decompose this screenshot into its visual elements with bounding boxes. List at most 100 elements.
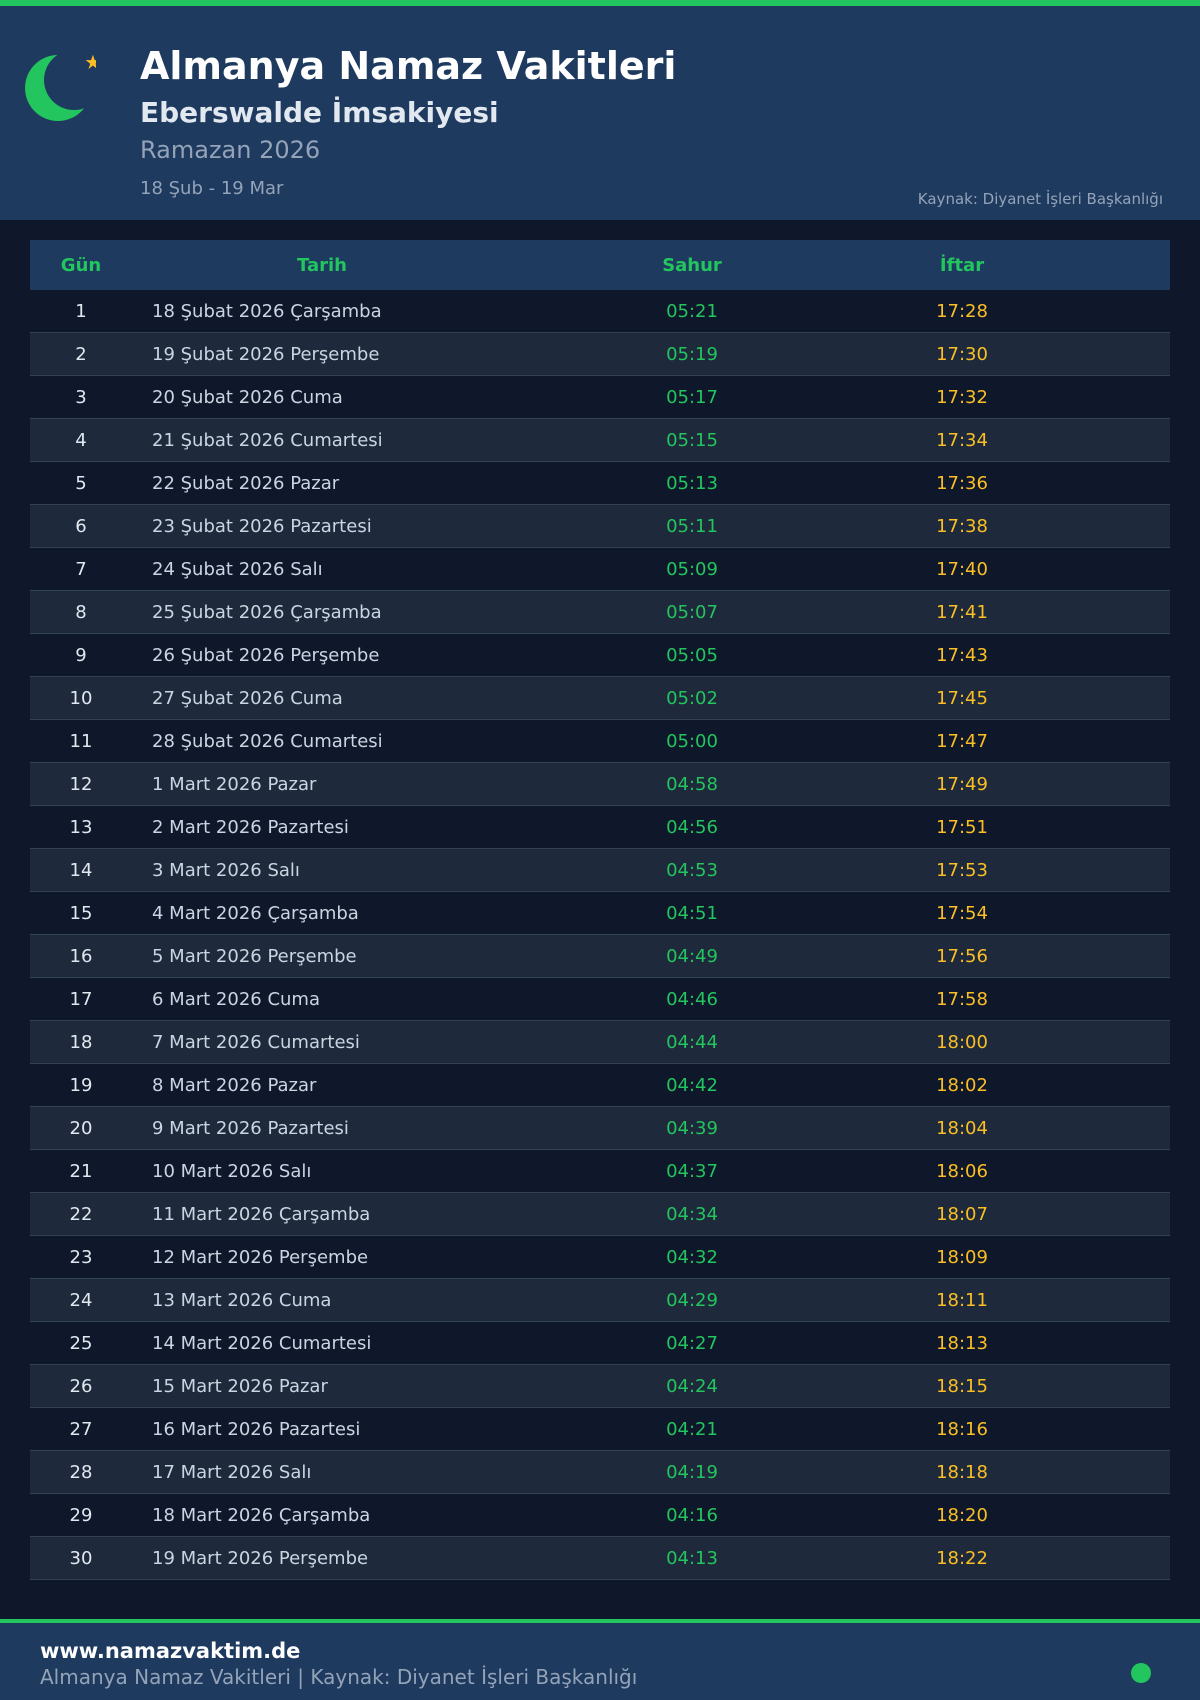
- table-header: Gün Tarih Sahur İftar: [30, 240, 1170, 290]
- day-cell: 23: [69, 1246, 93, 1268]
- sahur-cell: 04:53: [666, 859, 718, 881]
- day-cell: 28: [69, 1461, 93, 1483]
- day-cell: 26: [69, 1375, 93, 1397]
- iftar-cell: 18:11: [936, 1289, 988, 1311]
- day-cell: 22: [69, 1203, 93, 1225]
- iftar-cell: 18:22: [936, 1547, 988, 1569]
- date-cell: 11 Mart 2026 Çarşamba: [152, 1203, 371, 1225]
- sahur-cell: 04:58: [666, 773, 718, 795]
- date-cell: 3 Mart 2026 Salı: [152, 859, 300, 881]
- sahur-cell: 04:49: [666, 945, 718, 967]
- sahur-cell: 05:05: [666, 644, 718, 666]
- date-cell: 6 Mart 2026 Cuma: [152, 988, 320, 1010]
- day-cell: 1: [75, 300, 87, 322]
- iftar-cell: 17:49: [936, 773, 988, 795]
- table-row: 24 13 Mart 2026 Cuma 04:29 18:11: [30, 1279, 1170, 1322]
- sahur-cell: 04:34: [666, 1203, 718, 1225]
- iftar-cell: 17:47: [936, 730, 988, 752]
- table-row: 20 9 Mart 2026 Pazartesi 04:39 18:04: [30, 1107, 1170, 1150]
- sahur-cell: 04:42: [666, 1074, 718, 1096]
- table-row: 26 15 Mart 2026 Pazar 04:24 18:15: [30, 1365, 1170, 1408]
- date-cell: 8 Mart 2026 Pazar: [152, 1074, 317, 1096]
- sahur-cell: 04:27: [666, 1332, 718, 1354]
- table-row: 5 22 Şubat 2026 Pazar 05:13 17:36: [30, 462, 1170, 505]
- table-row: 7 24 Şubat 2026 Salı 05:09 17:40: [30, 548, 1170, 591]
- sahur-cell: 04:24: [666, 1375, 718, 1397]
- iftar-cell: 18:20: [936, 1504, 988, 1526]
- page-title: Almanya Namaz Vakitleri: [140, 44, 677, 88]
- day-cell: 25: [69, 1332, 93, 1354]
- table-row: 13 2 Mart 2026 Pazartesi 04:56 17:51: [30, 806, 1170, 849]
- iftar-cell: 18:02: [936, 1074, 988, 1096]
- day-cell: 29: [69, 1504, 93, 1526]
- day-cell: 17: [69, 988, 93, 1010]
- header-gun: Gün: [60, 254, 102, 276]
- sahur-cell: 04:39: [666, 1117, 718, 1139]
- date-cell: 26 Şubat 2026 Perşembe: [152, 644, 380, 666]
- day-cell: 18: [69, 1031, 93, 1053]
- table-row: 19 8 Mart 2026 Pazar 04:42 18:02: [30, 1064, 1170, 1107]
- sahur-cell: 05:13: [666, 472, 718, 494]
- ramadan-year: Ramazan 2026: [140, 136, 321, 164]
- table-row: 9 26 Şubat 2026 Perşembe 05:05 17:43: [30, 634, 1170, 677]
- date-cell: 9 Mart 2026 Pazartesi: [152, 1117, 349, 1139]
- table-row: 16 5 Mart 2026 Perşembe 04:49 17:56: [30, 935, 1170, 978]
- day-cell: 6: [75, 515, 87, 537]
- day-cell: 12: [69, 773, 93, 795]
- date-cell: 23 Şubat 2026 Pazartesi: [152, 515, 372, 537]
- date-cell: 19 Şubat 2026 Perşembe: [152, 343, 380, 365]
- iftar-cell: 17:36: [936, 472, 988, 494]
- iftar-cell: 17:30: [936, 343, 988, 365]
- date-range: 18 Şub - 19 Mar: [140, 178, 284, 199]
- footer-text: Almanya Namaz Vakitleri | Kaynak: Diyane…: [40, 1665, 638, 1689]
- date-cell: 13 Mart 2026 Cuma: [152, 1289, 332, 1311]
- footer: www.namazvaktim.de Almanya Namaz Vakitle…: [0, 1623, 1200, 1700]
- iftar-cell: 17:40: [936, 558, 988, 580]
- footer-site-link[interactable]: www.namazvaktim.de: [40, 1639, 301, 1663]
- day-cell: 14: [69, 859, 93, 881]
- iftar-cell: 17:38: [936, 515, 988, 537]
- date-cell: 14 Mart 2026 Cumartesi: [152, 1332, 372, 1354]
- iftar-cell: 17:54: [936, 902, 988, 924]
- date-cell: 27 Şubat 2026 Cuma: [152, 687, 343, 709]
- day-cell: 8: [75, 601, 87, 623]
- table-row: 15 4 Mart 2026 Çarşamba 04:51 17:54: [30, 892, 1170, 935]
- iftar-cell: 18:00: [936, 1031, 988, 1053]
- iftar-cell: 18:09: [936, 1246, 988, 1268]
- table-row: 6 23 Şubat 2026 Pazartesi 05:11 17:38: [30, 505, 1170, 548]
- iftar-cell: 18:04: [936, 1117, 988, 1139]
- date-cell: 10 Mart 2026 Salı: [152, 1160, 312, 1182]
- sahur-cell: 04:32: [666, 1246, 718, 1268]
- iftar-cell: 18:06: [936, 1160, 988, 1182]
- green-dot-icon: [1131, 1663, 1151, 1683]
- header-tarih: Tarih: [297, 254, 347, 276]
- sahur-cell: 05:09: [666, 558, 718, 580]
- date-cell: 5 Mart 2026 Perşembe: [152, 945, 357, 967]
- prayer-times-table: Gün Tarih Sahur İftar 1 18 Şubat 2026 Çar…: [30, 240, 1170, 1580]
- day-cell: 10: [69, 687, 93, 709]
- header-sahur: Sahur: [662, 254, 722, 276]
- sahur-cell: 05:19: [666, 343, 718, 365]
- iftar-cell: 18:07: [936, 1203, 988, 1225]
- date-cell: 20 Şubat 2026 Cuma: [152, 386, 343, 408]
- date-cell: 12 Mart 2026 Perşembe: [152, 1246, 369, 1268]
- table-row: 28 17 Mart 2026 Salı 04:19 18:18: [30, 1451, 1170, 1494]
- sahur-cell: 05:15: [666, 429, 718, 451]
- footer-accent-bar: [0, 1619, 1200, 1623]
- date-cell: 22 Şubat 2026 Pazar: [152, 472, 340, 494]
- date-cell: 28 Şubat 2026 Cumartesi: [152, 730, 383, 752]
- date-cell: 18 Şubat 2026 Çarşamba: [152, 300, 382, 322]
- table-row: 25 14 Mart 2026 Cumartesi 04:27 18:13: [30, 1322, 1170, 1365]
- date-cell: 19 Mart 2026 Perşembe: [152, 1547, 369, 1569]
- iftar-cell: 17:28: [936, 300, 988, 322]
- day-cell: 16: [69, 945, 93, 967]
- iftar-cell: 17:43: [936, 644, 988, 666]
- sahur-cell: 05:07: [666, 601, 718, 623]
- day-cell: 20: [69, 1117, 93, 1139]
- table-row: 8 25 Şubat 2026 Çarşamba 05:07 17:41: [30, 591, 1170, 634]
- iftar-cell: 17:56: [936, 945, 988, 967]
- sahur-cell: 04:51: [666, 902, 718, 924]
- table-row: 3 20 Şubat 2026 Cuma 05:17 17:32: [30, 376, 1170, 419]
- day-cell: 3: [75, 386, 87, 408]
- day-cell: 7: [75, 558, 87, 580]
